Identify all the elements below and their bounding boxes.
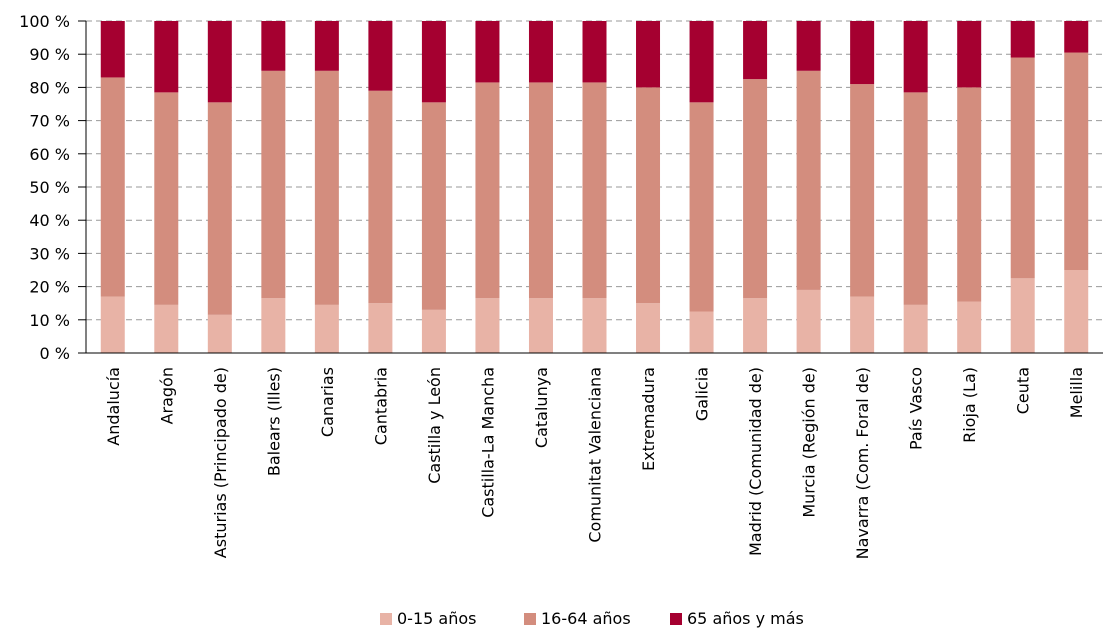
x-tick-label: Melilla (1067, 367, 1086, 418)
bar-segment-3 (850, 21, 875, 85)
bar-segment-1 (314, 304, 339, 353)
x-tick-label: Catalunya (532, 367, 551, 448)
bar-segment-1 (957, 301, 982, 353)
bar-segment-3 (100, 21, 125, 78)
bar-segment-1 (421, 309, 446, 353)
bar-segment-1 (743, 298, 768, 353)
x-tick-label: Murcia (Región de) (800, 367, 819, 518)
x-tick-label: Castilla y León (425, 367, 444, 484)
x-tick-label: Ceuta (1014, 367, 1033, 414)
x-tick-label: Andalucía (104, 367, 123, 446)
x-tick-label: Navarra (Com. Foral de) (853, 367, 872, 559)
bar-segment-2 (743, 79, 768, 299)
bar-segment-2 (1064, 52, 1089, 270)
bar-segment-3 (957, 21, 982, 88)
bar-segment-2 (207, 102, 232, 315)
x-tick-label: Asturias (Principado de) (211, 367, 230, 558)
x-tick-label: Aragón (157, 367, 176, 424)
bar-segment-2 (636, 87, 661, 304)
bar-segment-3 (475, 21, 500, 83)
bar-segment-3 (903, 21, 928, 93)
bar-segment-1 (368, 303, 393, 353)
bar-segment-2 (582, 82, 607, 299)
legend-label-3: 65 años y más (687, 609, 804, 628)
bar-segment-3 (154, 21, 179, 93)
x-tick-label: Rioja (La) (960, 367, 979, 443)
y-tick-label: 60 % (29, 145, 70, 164)
bar-segment-3 (796, 21, 821, 71)
axes (78, 20, 1103, 354)
x-tick-label: Castilla-La Mancha (478, 367, 497, 518)
bar-segment-3 (689, 21, 714, 103)
bar-segment-3 (1010, 21, 1035, 58)
legend-label-1: 0-15 años (397, 609, 476, 628)
bar-segment-2 (796, 70, 821, 290)
x-tick-label: Galicia (693, 367, 712, 421)
bar-segment-3 (368, 21, 393, 91)
bar-segment-1 (850, 296, 875, 353)
bar-segment-1 (475, 298, 500, 353)
bar-segment-2 (475, 82, 500, 299)
legend: 0-15 años 16-64 años 65 años y más (380, 609, 804, 628)
bar-segment-1 (796, 289, 821, 353)
bar-segment-3 (207, 21, 232, 103)
bar-segment-3 (636, 21, 661, 88)
x-tick-label: País Vasco (907, 367, 926, 450)
bar-segment-2 (314, 70, 339, 305)
legend-swatch-3 (670, 613, 682, 625)
bar-segment-2 (689, 102, 714, 312)
x-tick-label: Balears (Illes) (264, 367, 283, 476)
bar-segment-2 (957, 87, 982, 302)
bar-segment-2 (850, 84, 875, 297)
y-tick-label: 30 % (29, 244, 70, 263)
bar-segment-1 (582, 298, 607, 353)
bar-segment-3 (314, 21, 339, 71)
bar-segment-3 (1064, 21, 1089, 53)
bar-segment-2 (368, 90, 393, 304)
bar-segment-3 (261, 21, 286, 71)
bar-segment-2 (154, 92, 179, 305)
bar-segment-1 (689, 311, 714, 353)
x-tick-label: Madrid (Comunidad de) (746, 367, 765, 556)
bar-segment-1 (1064, 270, 1089, 353)
bar-segment-2 (261, 70, 286, 299)
y-tick-label: 40 % (29, 211, 70, 230)
bar-segment-3 (582, 21, 607, 83)
bar-segment-1 (636, 303, 661, 353)
x-tick-label: Cantabria (371, 367, 390, 445)
bar-segment-3 (743, 21, 768, 80)
legend-label-2: 16-64 años (541, 609, 631, 628)
y-tick-label: 10 % (29, 311, 70, 330)
bar-segment-1 (261, 298, 286, 353)
x-tick-labels: Andalucía Aragón Asturias (Principado de) B… (104, 367, 1086, 559)
x-tick-label: Extremadura (639, 367, 658, 471)
bar-segment-3 (528, 21, 553, 83)
bars (100, 21, 1089, 353)
x-tick-label: Comunitat Valenciana (586, 367, 605, 543)
bar-segment-1 (154, 304, 179, 353)
y-tick-label: 90 % (29, 45, 70, 64)
bar-segment-2 (528, 82, 553, 299)
y-tick-label: 100 % (19, 12, 70, 31)
y-tick-label: 0 % (40, 344, 70, 363)
bar-segment-3 (421, 21, 446, 103)
bar-segment-2 (903, 92, 928, 305)
y-tick-labels: 0 % 10 % 20 % 30 % 40 % 50 % 60 % 70 % 80 % 90 % 1… (19, 12, 70, 363)
y-tick-label: 50 % (29, 178, 70, 197)
y-tick-label: 80 % (29, 78, 70, 97)
bar-segment-1 (903, 304, 928, 353)
legend-swatch-2 (524, 613, 536, 625)
bar-segment-2 (421, 102, 446, 310)
bar-segment-2 (1010, 57, 1035, 279)
bar-segment-1 (207, 314, 232, 353)
bar-segment-1 (1010, 278, 1035, 353)
bar-segment-1 (100, 296, 125, 353)
bar-segment-1 (528, 298, 553, 353)
x-tick-label: Canarias (318, 367, 337, 437)
bar-segment-2 (100, 77, 125, 297)
legend-swatch-1 (380, 613, 392, 625)
y-tick-label: 20 % (29, 278, 70, 297)
y-tick-label: 70 % (29, 112, 70, 131)
